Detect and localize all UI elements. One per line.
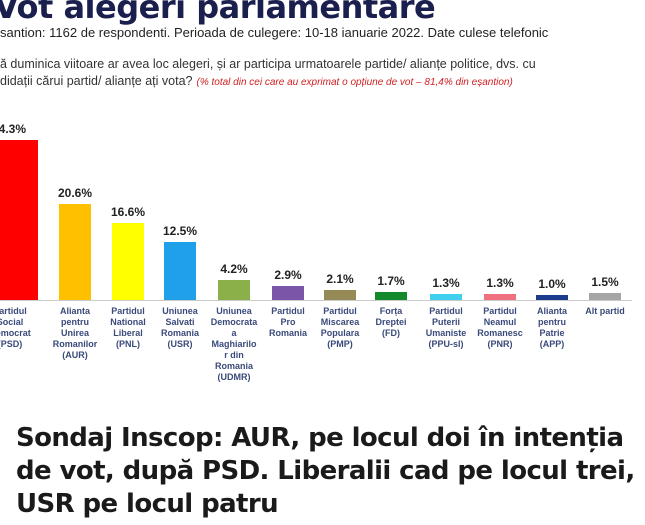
category-label: Partidul National Liberal (PNL): [110, 306, 146, 349]
chart-subtitle: santion: 1162 de respondenti. Perioada d…: [0, 25, 549, 40]
value-label: 4.2%: [220, 262, 248, 277]
value-label: 1.7%: [377, 274, 405, 289]
bar: [375, 292, 407, 300]
category-label: Partidul Miscarea Populara (PMP): [320, 306, 360, 349]
bar-chart: 34.3% Partidul Social Democrat (PSD) 20.6%…: [0, 122, 632, 382]
article-headline[interactable]: Sondaj Inscop: AUR, pe locul doi în inte…: [16, 423, 635, 519]
value-label: 20.6%: [57, 186, 93, 200]
value-label: 34.3%: [0, 122, 27, 137]
bar: [430, 293, 462, 300]
bar: [164, 241, 196, 300]
bar: [218, 280, 250, 300]
value-label: 1.3%: [486, 275, 514, 290]
x-axis: [0, 300, 632, 301]
category-label: Partidul Pro Romania: [268, 306, 307, 338]
chart-image: Vot alegeri parlamentare santion: 1162 d…: [0, 0, 632, 382]
category-label: Alianta pentru Unirea Romanilor (AUR): [52, 306, 98, 360]
question-line-1: ă duminica viitoare ar avea loc alegeri,…: [0, 57, 536, 71]
bar: [272, 286, 304, 300]
value-label: 12.5%: [162, 223, 198, 238]
category-label: Alt partid: [585, 306, 625, 316]
category-label: Uniunea Salvati Romania (USR): [160, 306, 199, 349]
value-label: 1.5%: [591, 275, 619, 289]
value-label: 16.6%: [110, 204, 146, 219]
category-label: Partidul Neamul Romanesc (PNR): [477, 306, 523, 349]
bar: [589, 293, 621, 300]
bar: [0, 140, 38, 300]
category-label: Partidul Puterii Umaniste (PPU-sl): [425, 306, 467, 349]
bar: [324, 290, 356, 300]
value-label: 1.0%: [538, 277, 566, 292]
chart-title: Vot alegeri parlamentare: [0, 0, 436, 26]
bar: [112, 222, 144, 300]
category-label: Partidul Social Democrat (PSD): [0, 306, 31, 349]
category-label: Forța Dreptei (FD): [375, 306, 407, 338]
question-note: (% total din cei care au exprimat o opți…: [196, 77, 513, 88]
value-label: 2.1%: [326, 272, 354, 287]
bar: [536, 295, 568, 300]
category-label: Alianta pentru Patrie (APP): [536, 306, 567, 349]
category-label: Uniunea Democrata a Maghiarilor din Roma…: [210, 306, 258, 382]
question-line-2-text: didații cărui partid/ alianțe ați vota?: [0, 74, 193, 88]
value-label: 2.9%: [274, 268, 302, 283]
question-line-2: didații cărui partid/ alianțe ați vota?(…: [0, 74, 513, 90]
bar: [484, 293, 516, 300]
bar: [59, 204, 91, 300]
value-label: 1.3%: [432, 275, 460, 290]
